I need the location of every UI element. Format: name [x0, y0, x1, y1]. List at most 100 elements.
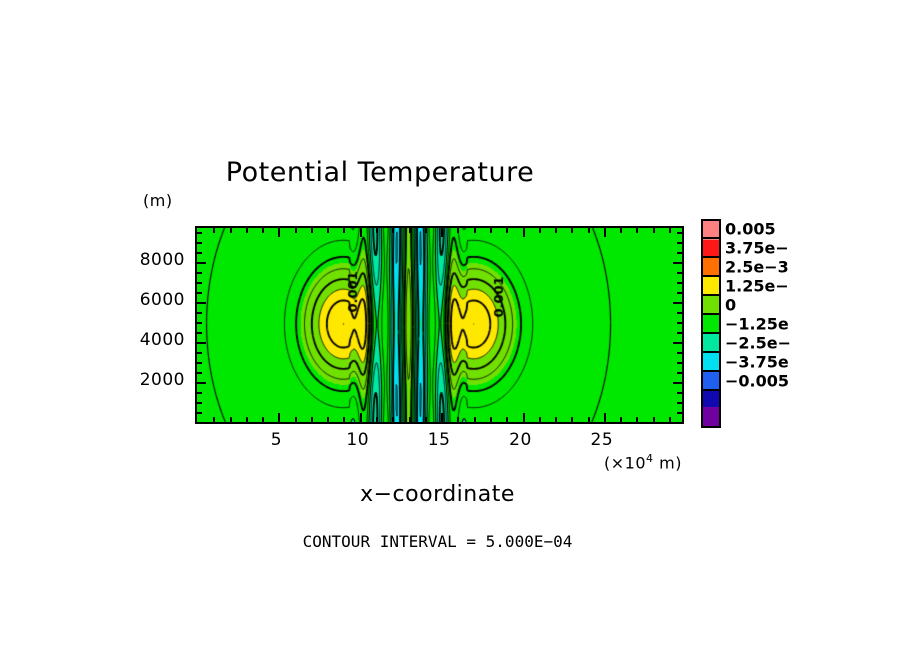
y-tick-left-6000 — [197, 302, 206, 304]
x-tick-top-21 — [538, 228, 541, 233]
y-tick-right-500 — [677, 412, 682, 414]
y-tick-right-3000 — [677, 362, 682, 364]
x-tick-top-26 — [620, 228, 623, 233]
colorbar-band-7 — [703, 351, 719, 371]
y-tick-right-2500 — [677, 372, 682, 374]
colorbar-label-layer: 0.005 3.75e− 2.5e−3 1.25e− 0 −1.25e −2.5e− −3.7… — [725, 219, 904, 428]
x-tick-bottom-28 — [652, 417, 655, 422]
colorbar-band-4 — [703, 295, 719, 315]
y-tick-left-2000 — [197, 382, 206, 384]
x-tick-label-10: 10 — [346, 430, 370, 450]
y-tick-right-7000 — [677, 282, 682, 284]
x-axis-title: x−coordinate — [360, 482, 515, 507]
colorbar-band-9 — [703, 388, 719, 408]
y-tick-right-2000 — [673, 382, 682, 384]
y-tick-right-1500 — [677, 392, 682, 394]
y-tick-right-5500 — [677, 312, 682, 314]
x-tick-top-1 — [213, 228, 216, 233]
x-tick-bottom-11 — [376, 417, 379, 422]
x-tick-bottom-7 — [310, 417, 313, 422]
x-tick-bottom-10 — [359, 413, 362, 422]
colorbar-label-0: 0.005 — [725, 219, 776, 239]
x-tick-bottom-29 — [668, 417, 671, 422]
colorbar-label-4: 0 — [725, 295, 737, 315]
y-tick-right-9500 — [677, 232, 682, 234]
x-tick-bottom-9 — [343, 417, 346, 422]
x-tick-top-18 — [489, 228, 492, 233]
colorbar-band-0 — [703, 221, 719, 240]
colorbar-band-8 — [703, 370, 719, 389]
x-tick-top-27 — [636, 228, 639, 233]
y-tick-right-9000 — [677, 242, 682, 244]
y-tick-left-3000 — [197, 362, 202, 364]
y-tick-left-1500 — [197, 392, 202, 394]
y-tick-right-5000 — [677, 322, 682, 324]
x-tick-top-8 — [327, 228, 330, 233]
x-tick-bottom-15 — [441, 413, 444, 422]
x-tick-top-24 — [587, 228, 590, 233]
x-unit-prefix: (×10 — [604, 453, 647, 473]
y-tick-label-6000: 6000 — [139, 290, 185, 310]
y-tick-left-1000 — [197, 402, 202, 404]
x-tick-top-4 — [262, 228, 265, 233]
x-tick-top-13 — [408, 228, 411, 233]
colorbar-band-2 — [703, 258, 719, 277]
x-tick-bottom-19 — [506, 417, 509, 422]
x-unit-exponent: 4 — [646, 452, 654, 465]
y-tick-right-3500 — [677, 352, 682, 354]
x-tick-top-7 — [310, 228, 313, 233]
colorbar-band-3 — [703, 276, 719, 296]
x-unit-suffix: m) — [653, 453, 682, 473]
x-tick-top-15 — [441, 228, 444, 237]
x-tick-bottom-16 — [457, 417, 460, 422]
x-tick-bottom-21 — [538, 417, 541, 422]
x-tick-top-10 — [359, 228, 362, 237]
y-tick-left-8500 — [197, 252, 202, 254]
x-tick-top-28 — [652, 228, 655, 233]
x-tick-bottom-6 — [294, 417, 297, 422]
colorbar-label-3: 1.25e− — [725, 276, 789, 296]
colorbar-label-7: −3.75e — [725, 352, 789, 372]
x-tick-top-6 — [294, 228, 297, 233]
x-tick-bottom-13 — [408, 417, 411, 422]
x-tick-top-19 — [506, 228, 509, 233]
x-axis-unit-label: (×104 m) — [604, 452, 682, 472]
y-tick-right-7500 — [677, 272, 682, 274]
x-tick-top-22 — [555, 228, 558, 233]
y-tick-right-4000 — [673, 342, 682, 344]
x-tick-top-3 — [245, 228, 248, 233]
contour-plot-canvas — [197, 228, 682, 422]
y-tick-left-3500 — [197, 352, 202, 354]
y-tick-left-4500 — [197, 332, 202, 334]
colorbar-label-8: −0.005 — [725, 371, 790, 391]
y-tick-label-2000: 2000 — [139, 370, 185, 390]
y-tick-left-7500 — [197, 272, 202, 274]
x-tick-bottom-18 — [489, 417, 492, 422]
y-tick-left-9500 — [197, 232, 202, 234]
x-tick-label-25: 25 — [590, 430, 614, 450]
x-tick-top-11 — [376, 228, 379, 233]
y-tick-left-5500 — [197, 312, 202, 314]
y-tick-left-5000 — [197, 322, 202, 324]
x-tick-top-16 — [457, 228, 460, 233]
x-tick-top-20 — [522, 228, 525, 237]
colorbar-band-6 — [703, 332, 719, 352]
y-tick-right-4500 — [677, 332, 682, 334]
x-tick-top-12 — [392, 228, 395, 233]
colorbar-band-10 — [703, 407, 719, 427]
x-tick-bottom-12 — [392, 417, 395, 422]
x-tick-bottom-14 — [424, 417, 427, 422]
y-tick-label-8000: 8000 — [139, 250, 185, 270]
x-tick-bottom-27 — [636, 417, 639, 422]
x-tick-label-5: 5 — [270, 430, 283, 450]
y-axis-unit-label: (m) — [143, 191, 173, 210]
x-tick-bottom-1 — [213, 417, 216, 422]
x-tick-bottom-23 — [571, 417, 574, 422]
x-tick-bottom-4 — [262, 417, 265, 422]
x-tick-bottom-22 — [555, 417, 558, 422]
x-tick-bottom-25 — [603, 413, 606, 422]
y-tick-right-1000 — [677, 402, 682, 404]
colorbar — [701, 219, 721, 428]
x-tick-top-14 — [424, 228, 427, 233]
colorbar-band-5 — [703, 314, 719, 333]
